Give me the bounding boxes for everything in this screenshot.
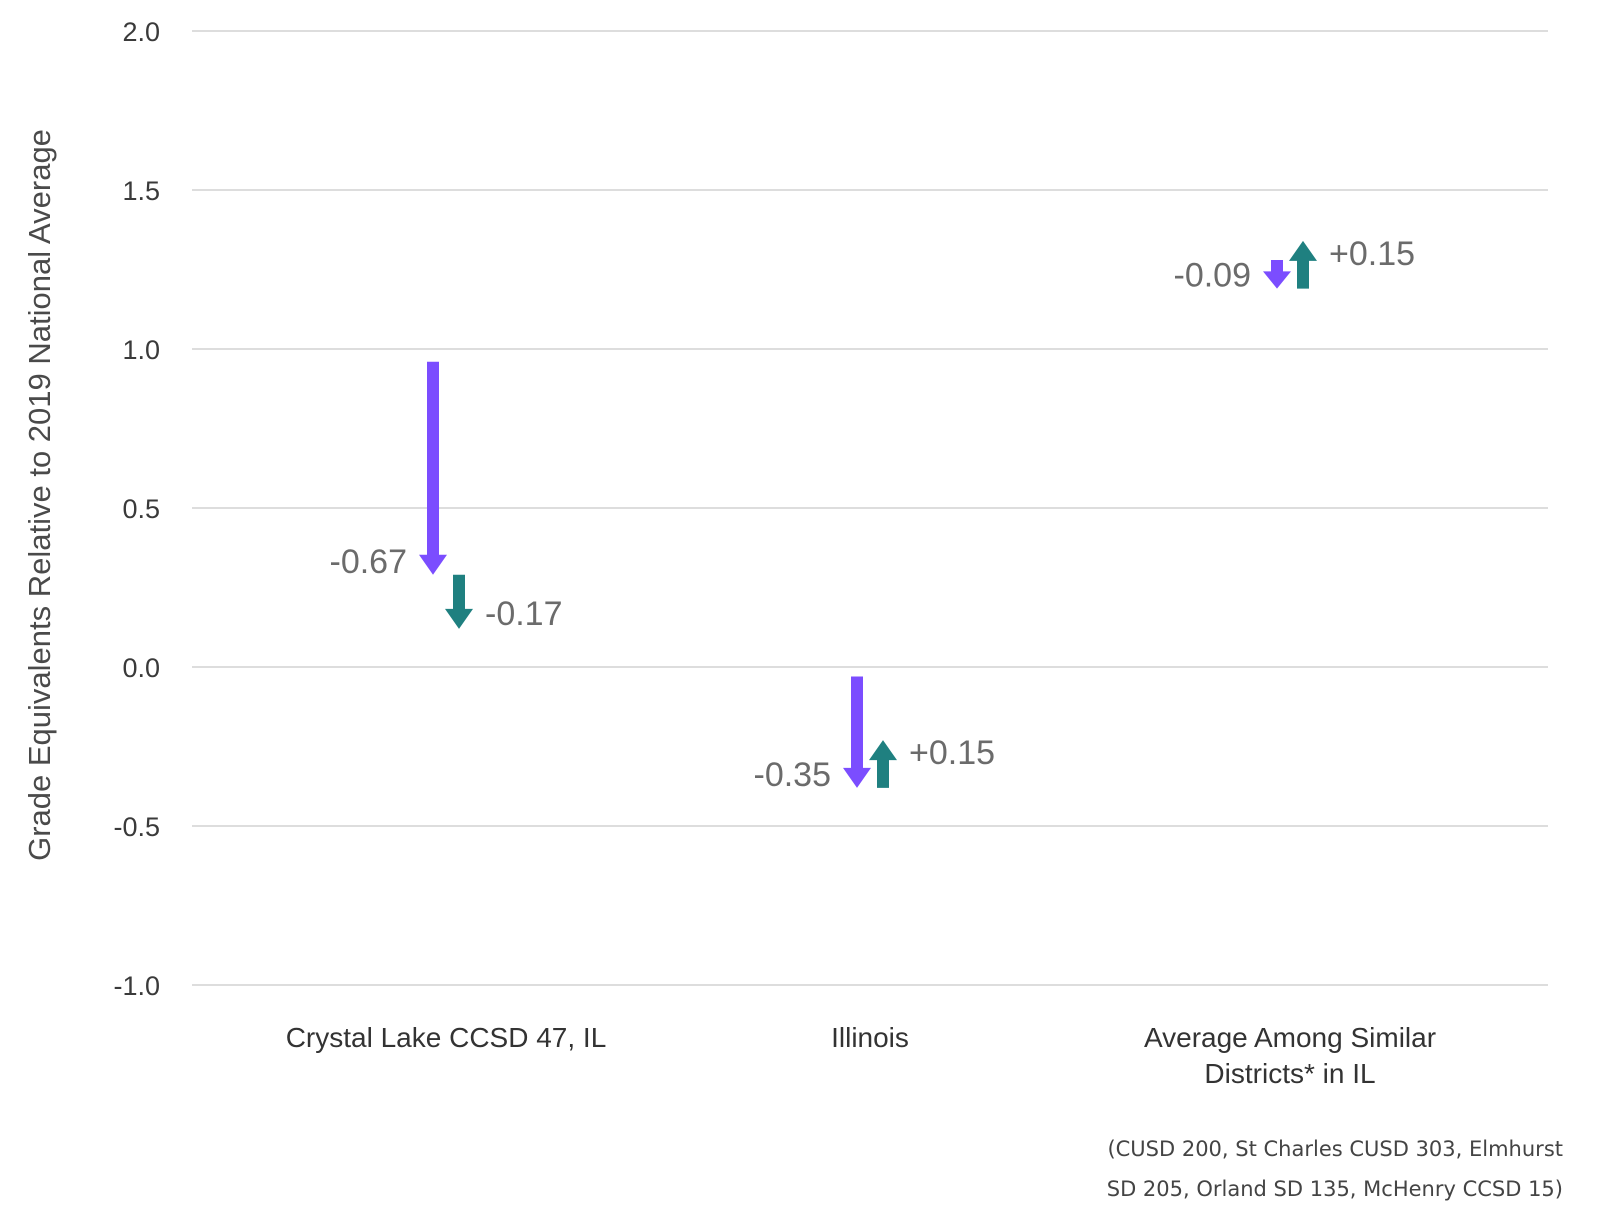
value-label-second: +0.15 bbox=[909, 734, 995, 772]
y-tick-label: 2.0 bbox=[122, 17, 160, 47]
y-axis-title: Grade Equivalents Relative to 2019 Natio… bbox=[22, 129, 57, 861]
category-label: Districts* in IL bbox=[1204, 1058, 1375, 1089]
gridlines bbox=[192, 30, 1548, 986]
category-label: Illinois bbox=[831, 1022, 909, 1053]
arrow-second-change bbox=[869, 740, 897, 788]
arrow-first-change bbox=[843, 676, 871, 788]
arrow-first-change bbox=[419, 361, 447, 575]
footnote-line: (CUSD 200, St Charles CUSD 303, Elmhurst bbox=[1107, 1137, 1563, 1161]
y-tick-label: 1.0 bbox=[122, 335, 160, 365]
value-label-second: -0.17 bbox=[485, 595, 563, 633]
value-label-first: -0.67 bbox=[330, 543, 408, 581]
value-label-second: +0.15 bbox=[1329, 235, 1415, 273]
footnote: (CUSD 200, St Charles CUSD 303, Elmhurst… bbox=[1107, 1137, 1563, 1201]
value-label-first: -0.35 bbox=[754, 756, 832, 794]
footnote-line: SD 205, Orland SD 135, McHenry CCSD 15) bbox=[1107, 1177, 1563, 1201]
change-arrows bbox=[419, 240, 1317, 788]
y-tick-label: -0.5 bbox=[113, 812, 160, 842]
y-tick-label: 1.5 bbox=[122, 176, 160, 206]
arrow-second-change bbox=[1289, 240, 1317, 289]
category-label: Average Among Similar bbox=[1144, 1022, 1436, 1053]
arrow-second-change bbox=[445, 574, 473, 629]
value-label-first: -0.09 bbox=[1174, 257, 1252, 295]
y-tick-labels: 2.0 1.5 1.0 0.5 0.0 -0.5 -1.0 bbox=[113, 17, 160, 1001]
category-label: Crystal Lake CCSD 47, IL bbox=[286, 1022, 607, 1053]
y-tick-label: 0.0 bbox=[122, 653, 160, 683]
category-labels: Crystal Lake CCSD 47, IL Illinois Average … bbox=[286, 1022, 1436, 1089]
y-tick-label: -1.0 bbox=[113, 971, 160, 1001]
y-tick-label: 0.5 bbox=[122, 494, 160, 524]
arrow-first-change bbox=[1263, 259, 1291, 289]
value-labels: -0.67 -0.17 -0.35 +0.15 -0.09 +0.15 bbox=[330, 235, 1416, 794]
